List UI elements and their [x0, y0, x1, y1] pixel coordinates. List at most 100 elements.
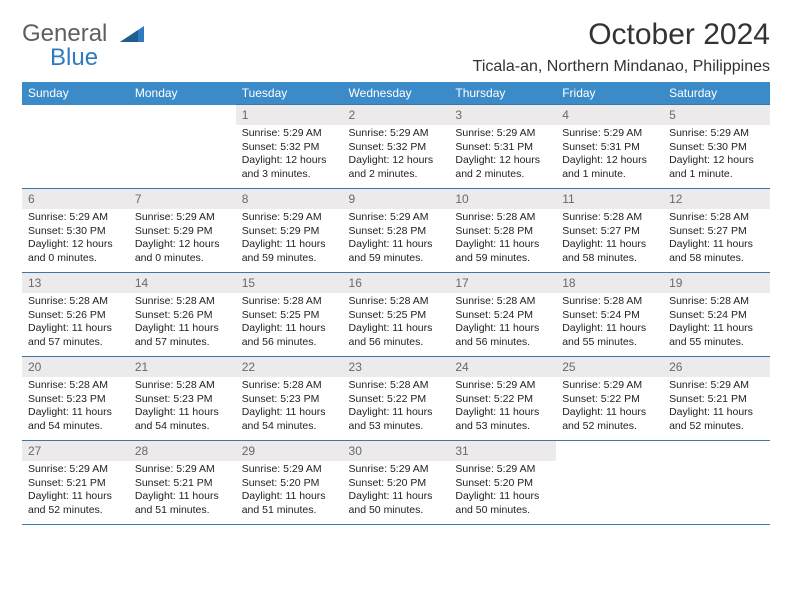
- weekday-header: Saturday: [663, 82, 770, 105]
- brand-part2: Blue: [50, 44, 98, 72]
- calendar-cell: 7Sunrise: 5:29 AMSunset: 5:29 PMDaylight…: [129, 189, 236, 273]
- title-block: October 2024 Ticala-an, Northern Mindana…: [473, 18, 770, 76]
- day-number: 14: [129, 273, 236, 293]
- day-info: Sunrise: 5:29 AMSunset: 5:28 PMDaylight:…: [343, 209, 450, 270]
- calendar-cell: 25Sunrise: 5:29 AMSunset: 5:22 PMDayligh…: [556, 357, 663, 441]
- day-number: 24: [449, 357, 556, 377]
- day-number: 28: [129, 441, 236, 461]
- day-info: Sunrise: 5:28 AMSunset: 5:27 PMDaylight:…: [556, 209, 663, 270]
- calendar-cell: [663, 441, 770, 525]
- day-info: Sunrise: 5:28 AMSunset: 5:26 PMDaylight:…: [129, 293, 236, 354]
- day-info: Sunrise: 5:29 AMSunset: 5:22 PMDaylight:…: [556, 377, 663, 438]
- day-number: 5: [663, 105, 770, 125]
- calendar-cell: 9Sunrise: 5:29 AMSunset: 5:28 PMDaylight…: [343, 189, 450, 273]
- day-number: 30: [343, 441, 450, 461]
- calendar-table: Sunday Monday Tuesday Wednesday Thursday…: [22, 82, 770, 525]
- calendar-cell: 2Sunrise: 5:29 AMSunset: 5:32 PMDaylight…: [343, 105, 450, 189]
- day-info: Sunrise: 5:28 AMSunset: 5:25 PMDaylight:…: [236, 293, 343, 354]
- day-info: Sunrise: 5:28 AMSunset: 5:24 PMDaylight:…: [449, 293, 556, 354]
- calendar-cell: 3Sunrise: 5:29 AMSunset: 5:31 PMDaylight…: [449, 105, 556, 189]
- day-info: Sunrise: 5:29 AMSunset: 5:31 PMDaylight:…: [449, 125, 556, 186]
- day-number: 25: [556, 357, 663, 377]
- calendar-cell: [22, 105, 129, 189]
- day-info: Sunrise: 5:29 AMSunset: 5:30 PMDaylight:…: [663, 125, 770, 186]
- calendar-week-row: 6Sunrise: 5:29 AMSunset: 5:30 PMDaylight…: [22, 189, 770, 273]
- day-info: Sunrise: 5:29 AMSunset: 5:29 PMDaylight:…: [236, 209, 343, 270]
- calendar-cell: 31Sunrise: 5:29 AMSunset: 5:20 PMDayligh…: [449, 441, 556, 525]
- day-info: Sunrise: 5:28 AMSunset: 5:23 PMDaylight:…: [22, 377, 129, 438]
- calendar-cell: 11Sunrise: 5:28 AMSunset: 5:27 PMDayligh…: [556, 189, 663, 273]
- weekday-header: Friday: [556, 82, 663, 105]
- calendar-cell: 23Sunrise: 5:28 AMSunset: 5:22 PMDayligh…: [343, 357, 450, 441]
- day-number: 23: [343, 357, 450, 377]
- day-number: 7: [129, 189, 236, 209]
- calendar-cell: [129, 105, 236, 189]
- day-number: 31: [449, 441, 556, 461]
- day-number: 9: [343, 189, 450, 209]
- day-number: 6: [22, 189, 129, 209]
- day-info: Sunrise: 5:29 AMSunset: 5:20 PMDaylight:…: [449, 461, 556, 522]
- calendar-cell: 28Sunrise: 5:29 AMSunset: 5:21 PMDayligh…: [129, 441, 236, 525]
- day-number: 29: [236, 441, 343, 461]
- day-info: Sunrise: 5:28 AMSunset: 5:27 PMDaylight:…: [663, 209, 770, 270]
- calendar-cell: 13Sunrise: 5:28 AMSunset: 5:26 PMDayligh…: [22, 273, 129, 357]
- day-info: Sunrise: 5:28 AMSunset: 5:25 PMDaylight:…: [343, 293, 450, 354]
- calendar-cell: 24Sunrise: 5:29 AMSunset: 5:22 PMDayligh…: [449, 357, 556, 441]
- day-number: 3: [449, 105, 556, 125]
- weekday-header: Sunday: [22, 82, 129, 105]
- day-number: 19: [663, 273, 770, 293]
- weekday-header: Monday: [129, 82, 236, 105]
- day-info: Sunrise: 5:29 AMSunset: 5:21 PMDaylight:…: [22, 461, 129, 522]
- calendar-week-row: 20Sunrise: 5:28 AMSunset: 5:23 PMDayligh…: [22, 357, 770, 441]
- calendar-cell: 5Sunrise: 5:29 AMSunset: 5:30 PMDaylight…: [663, 105, 770, 189]
- day-info: Sunrise: 5:29 AMSunset: 5:32 PMDaylight:…: [236, 125, 343, 186]
- day-info: Sunrise: 5:28 AMSunset: 5:22 PMDaylight:…: [343, 377, 450, 438]
- calendar-week-row: 13Sunrise: 5:28 AMSunset: 5:26 PMDayligh…: [22, 273, 770, 357]
- calendar-cell: 14Sunrise: 5:28 AMSunset: 5:26 PMDayligh…: [129, 273, 236, 357]
- day-number: 15: [236, 273, 343, 293]
- location: Ticala-an, Northern Mindanao, Philippine…: [473, 58, 770, 76]
- day-number: 17: [449, 273, 556, 293]
- calendar-cell: 12Sunrise: 5:28 AMSunset: 5:27 PMDayligh…: [663, 189, 770, 273]
- day-number: 4: [556, 105, 663, 125]
- day-number: 1: [236, 105, 343, 125]
- day-number: 8: [236, 189, 343, 209]
- day-number: 26: [663, 357, 770, 377]
- brand-triangle-icon: [120, 24, 148, 44]
- calendar-cell: 16Sunrise: 5:28 AMSunset: 5:25 PMDayligh…: [343, 273, 450, 357]
- day-number: 10: [449, 189, 556, 209]
- calendar-cell: 21Sunrise: 5:28 AMSunset: 5:23 PMDayligh…: [129, 357, 236, 441]
- day-number: 16: [343, 273, 450, 293]
- weekday-header: Tuesday: [236, 82, 343, 105]
- day-number: 2: [343, 105, 450, 125]
- day-info: Sunrise: 5:29 AMSunset: 5:22 PMDaylight:…: [449, 377, 556, 438]
- weekday-header-row: Sunday Monday Tuesday Wednesday Thursday…: [22, 82, 770, 105]
- weekday-header: Thursday: [449, 82, 556, 105]
- day-info: Sunrise: 5:29 AMSunset: 5:32 PMDaylight:…: [343, 125, 450, 186]
- day-info: Sunrise: 5:29 AMSunset: 5:20 PMDaylight:…: [343, 461, 450, 522]
- calendar-cell: 30Sunrise: 5:29 AMSunset: 5:20 PMDayligh…: [343, 441, 450, 525]
- calendar-week-row: 1Sunrise: 5:29 AMSunset: 5:32 PMDaylight…: [22, 105, 770, 189]
- day-number: 22: [236, 357, 343, 377]
- day-number: 13: [22, 273, 129, 293]
- header: General Blue October 2024 Ticala-an, Nor…: [22, 18, 770, 76]
- day-info: Sunrise: 5:29 AMSunset: 5:31 PMDaylight:…: [556, 125, 663, 186]
- day-info: Sunrise: 5:28 AMSunset: 5:28 PMDaylight:…: [449, 209, 556, 270]
- day-info: Sunrise: 5:29 AMSunset: 5:29 PMDaylight:…: [129, 209, 236, 270]
- calendar-cell: 1Sunrise: 5:29 AMSunset: 5:32 PMDaylight…: [236, 105, 343, 189]
- day-info: Sunrise: 5:28 AMSunset: 5:23 PMDaylight:…: [129, 377, 236, 438]
- month-title: October 2024: [473, 18, 770, 52]
- calendar-cell: 18Sunrise: 5:28 AMSunset: 5:24 PMDayligh…: [556, 273, 663, 357]
- calendar-cell: 22Sunrise: 5:28 AMSunset: 5:23 PMDayligh…: [236, 357, 343, 441]
- day-number: 18: [556, 273, 663, 293]
- day-info: Sunrise: 5:28 AMSunset: 5:24 PMDaylight:…: [556, 293, 663, 354]
- day-number: 11: [556, 189, 663, 209]
- calendar-cell: 8Sunrise: 5:29 AMSunset: 5:29 PMDaylight…: [236, 189, 343, 273]
- calendar-cell: 10Sunrise: 5:28 AMSunset: 5:28 PMDayligh…: [449, 189, 556, 273]
- calendar-cell: 6Sunrise: 5:29 AMSunset: 5:30 PMDaylight…: [22, 189, 129, 273]
- calendar-cell: 4Sunrise: 5:29 AMSunset: 5:31 PMDaylight…: [556, 105, 663, 189]
- day-info: Sunrise: 5:28 AMSunset: 5:24 PMDaylight:…: [663, 293, 770, 354]
- brand-logo: General Blue: [22, 18, 192, 70]
- day-number: 12: [663, 189, 770, 209]
- calendar-cell: 17Sunrise: 5:28 AMSunset: 5:24 PMDayligh…: [449, 273, 556, 357]
